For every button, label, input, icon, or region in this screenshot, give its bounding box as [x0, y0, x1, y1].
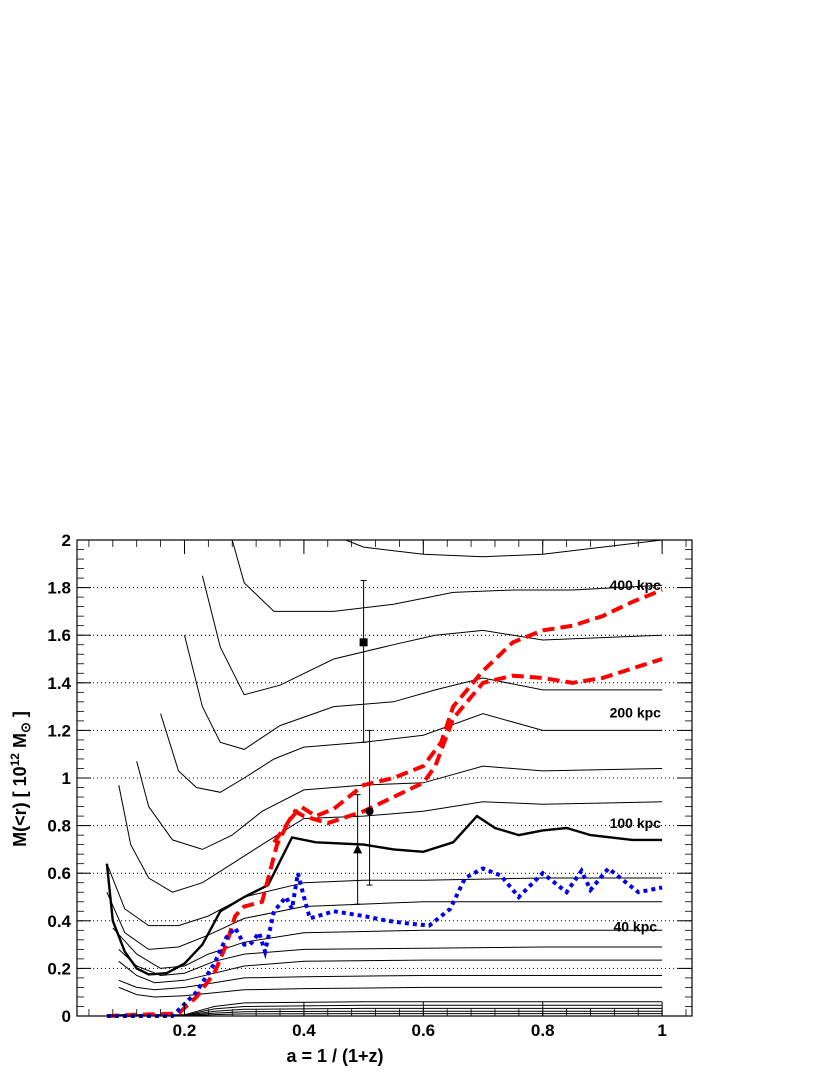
radius-label-3: 40 kpc — [613, 919, 657, 935]
y-axis-label: M(<r) [ 1012 M⊙ ] — [8, 711, 33, 847]
x-axis-label: a = 1 / (1+z) — [286, 1046, 383, 1066]
red-dashed-lower-line — [272, 657, 663, 844]
y-tick-label-2: 0.4 — [47, 912, 71, 931]
x-tick-label-3: 0.8 — [531, 1021, 555, 1040]
y-axis-label-sub: ⊙ — [18, 722, 33, 733]
profile-line-2 — [118, 959, 663, 984]
profile-line-3 — [118, 946, 663, 977]
y-tick-label-8: 1.6 — [47, 626, 71, 645]
profile-line-12 — [231, 539, 663, 612]
y-axis-label-main: M(<r) [ 10 — [10, 766, 30, 847]
profile-100kpc-line — [105, 814, 663, 976]
y-axis-label-unit: M — [10, 733, 30, 753]
profile-line-9 — [160, 713, 663, 793]
y-tick-label-0: 0 — [62, 1007, 71, 1026]
y-tick-label-6: 1.2 — [47, 721, 71, 740]
y-tick-label-9: 1.8 — [47, 579, 71, 598]
error-bar-points — [353, 579, 374, 905]
y-axis-label-close: ] — [10, 711, 30, 722]
profile-line-5 — [106, 891, 663, 950]
radius-label-0: 400 kpc — [610, 577, 662, 593]
profile-line-13 — [345, 539, 663, 558]
annotations: 400 kpc 200 kpc 100 kpc 40 kpc — [610, 577, 662, 935]
profile-line-10 — [184, 635, 663, 750]
y-axis-label-exp: 12 — [8, 753, 22, 767]
red-dashed-upper-line — [106, 588, 663, 1018]
y-tick-label-5: 1 — [62, 769, 71, 788]
circle-marker — [365, 807, 374, 816]
radius-label-1: 200 kpc — [610, 704, 662, 720]
axes: 0 0.2 0.4 0.6 0.8 1 1.2 1.4 1.6 1.8 2 0.2 0.4 0.6 0.8 1 — [47, 531, 693, 1040]
y-tick-label-10: 2 — [62, 531, 71, 550]
y-tick-label-4: 0.8 — [47, 817, 71, 836]
profile-line-8 — [136, 761, 663, 850]
x-tick-label-4: 1 — [657, 1021, 666, 1040]
y-tick-label-7: 1.4 — [47, 674, 71, 693]
profile-line-0 — [118, 986, 663, 998]
profile-line-7 — [118, 785, 663, 893]
triangle-marker — [353, 844, 363, 854]
y-tick-label-1: 0.2 — [47, 959, 71, 978]
square-marker — [359, 638, 368, 647]
x-tick-label-2: 0.6 — [411, 1021, 435, 1040]
y-tick-label-3: 0.6 — [47, 864, 71, 883]
radius-label-2: 100 kpc — [610, 815, 662, 831]
x-tick-label-0: 0.2 — [173, 1021, 197, 1040]
profile-line-1 — [118, 975, 663, 991]
x-tick-label-1: 0.4 — [292, 1021, 316, 1040]
